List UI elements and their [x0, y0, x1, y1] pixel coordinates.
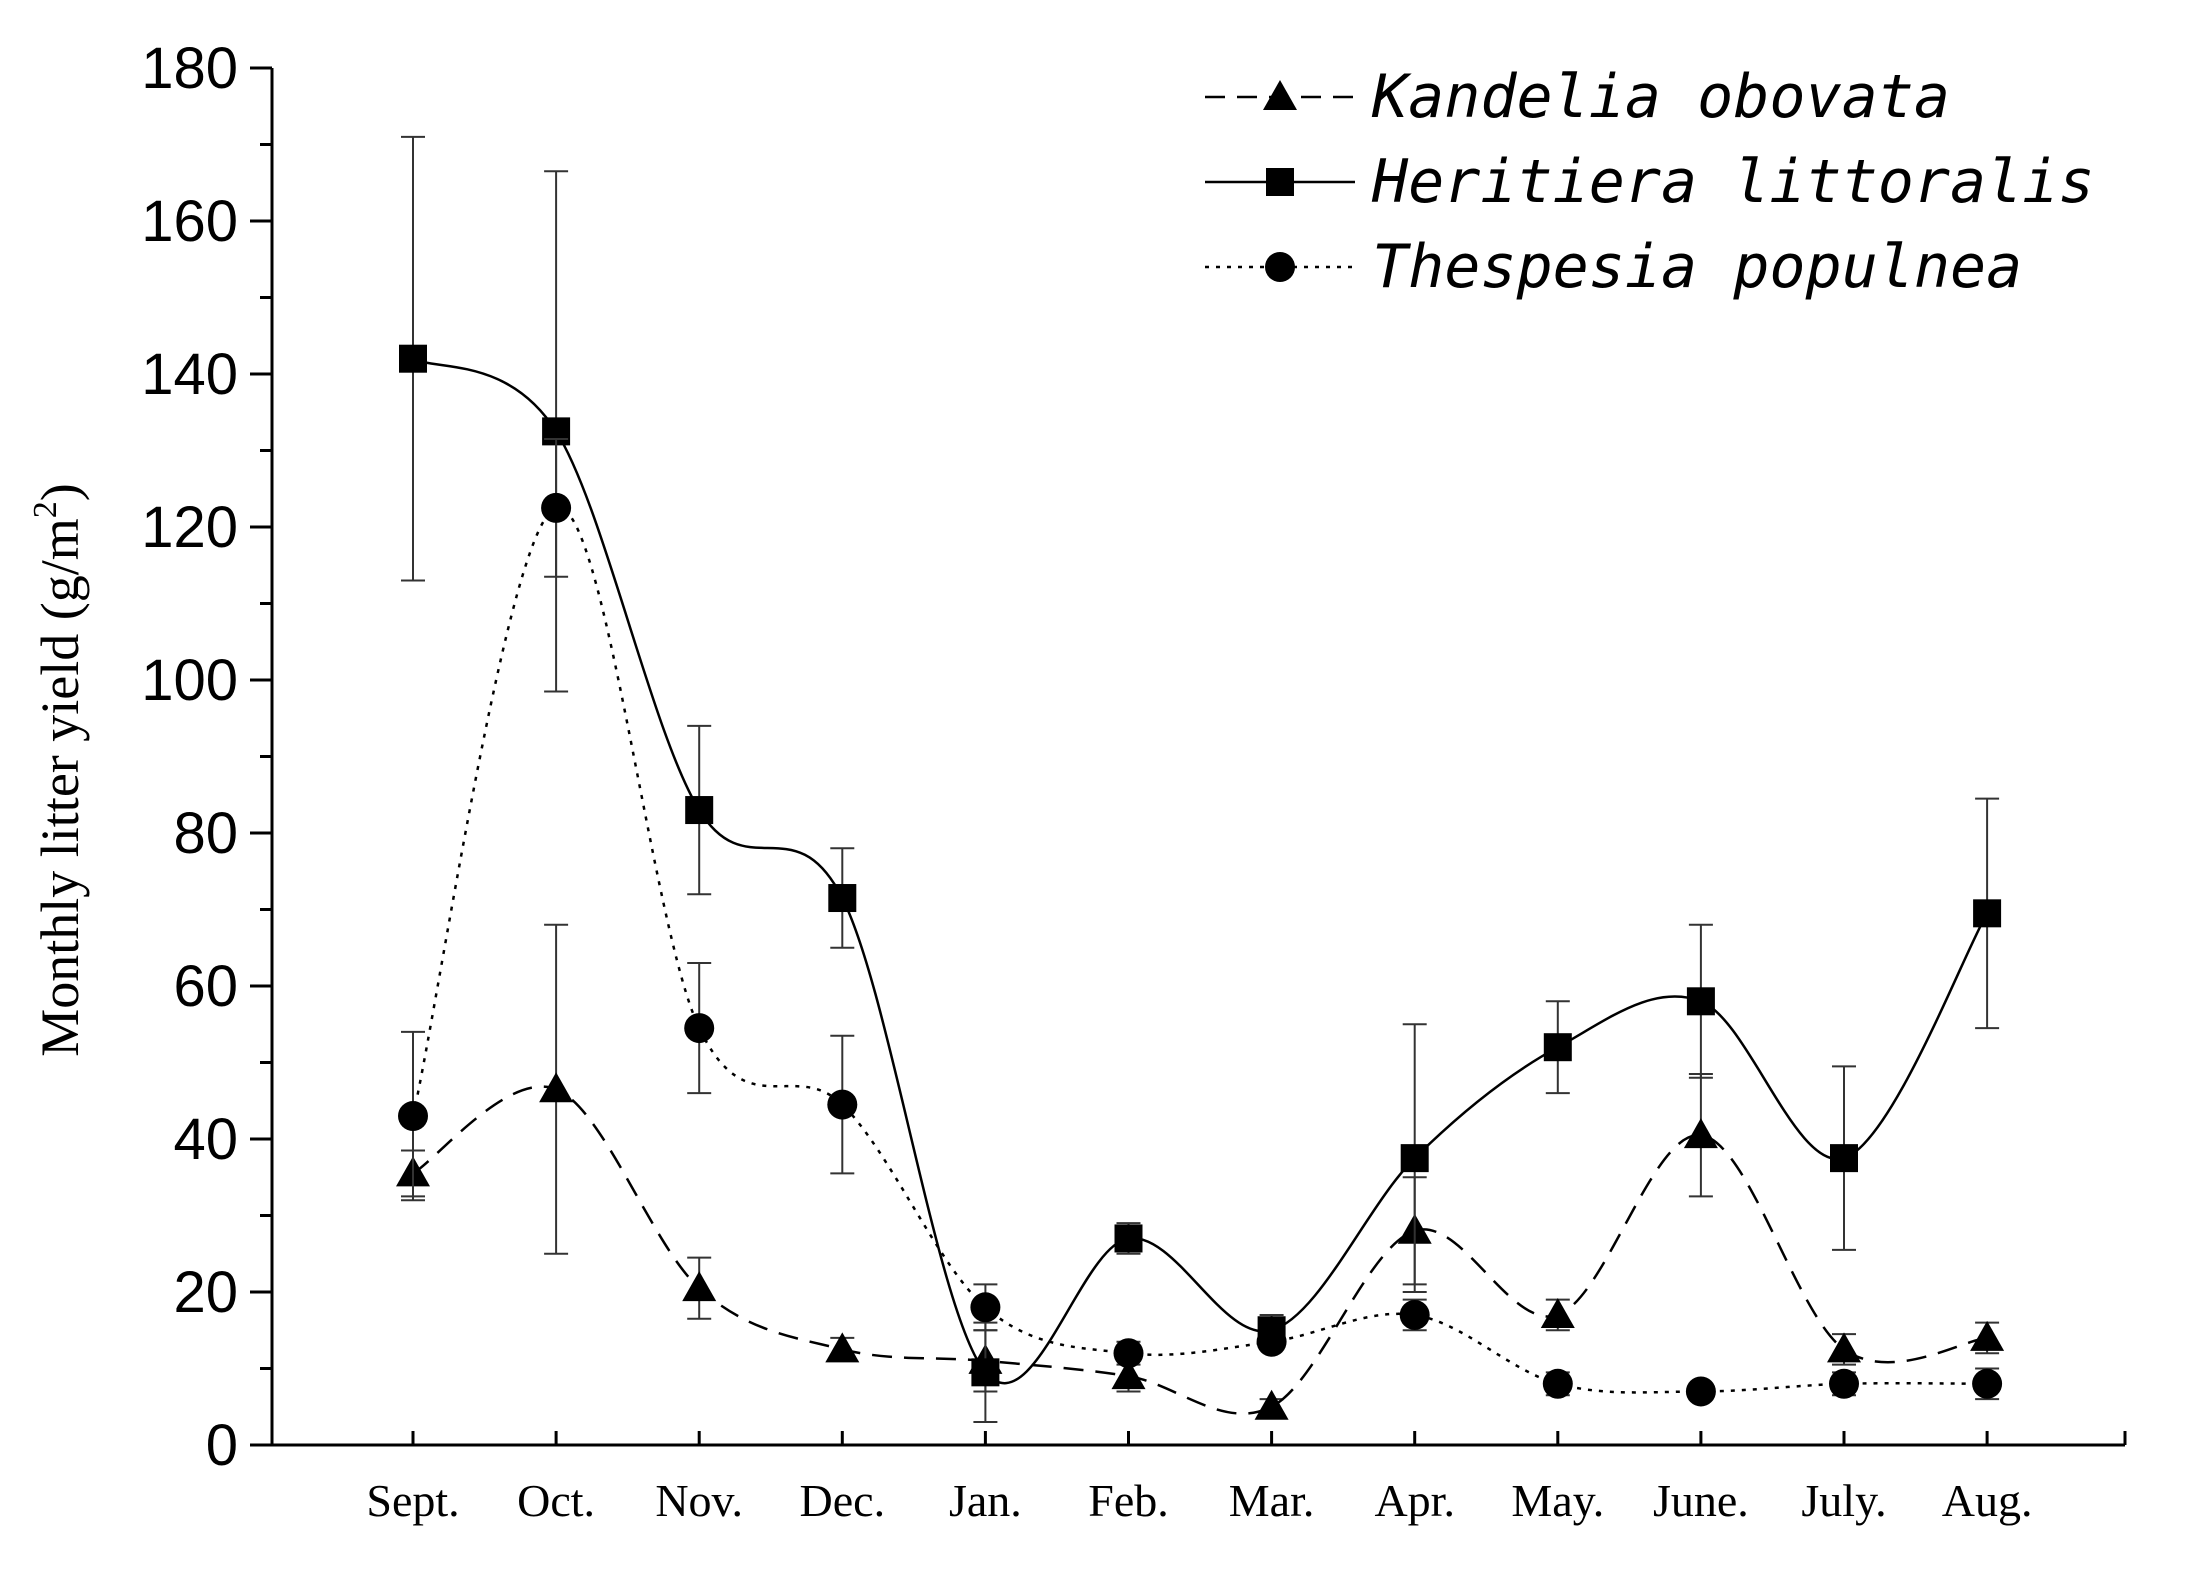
x-tick-label: Jan.: [949, 1475, 1022, 1526]
series-line: [412, 357, 1989, 1385]
legend-marker: [1266, 168, 1294, 196]
data-point-square: [1830, 1144, 1858, 1173]
data-point-circle: [398, 1101, 428, 1132]
data-point-circle: [827, 1089, 858, 1120]
data-point-square: [971, 1358, 1000, 1387]
y-axis-label-text: Monthly litter yield (g/m: [30, 518, 90, 1056]
data-point-triangle: [1254, 1389, 1289, 1420]
x-tick-label: Nov.: [655, 1475, 743, 1526]
data-point-triangle: [539, 1072, 574, 1103]
x-tick-label: Feb.: [1088, 1475, 1169, 1526]
data-point-triangle: [825, 1332, 860, 1363]
x-tick-label: June.: [1653, 1475, 1749, 1526]
x-tick-label: Aug.: [1942, 1475, 2033, 1526]
x-tick-label: May.: [1511, 1475, 1604, 1526]
y-axis-label-close: ): [30, 483, 90, 501]
data-point-triangle: [1683, 1118, 1718, 1149]
series-group: [396, 135, 2005, 1424]
y-tick-label: 120: [141, 495, 238, 560]
data-point-circle: [1972, 1368, 2003, 1399]
x-tick-label: Mar.: [1229, 1475, 1315, 1526]
data-point-circle: [1685, 1376, 1716, 1407]
x-tick-label: July.: [1801, 1475, 1886, 1526]
data-point-triangle: [1111, 1359, 1146, 1390]
y-tick-label: 60: [173, 954, 238, 1019]
legend-label: Kandelia obovata: [1371, 62, 1950, 132]
x-tick-label: Apr.: [1374, 1475, 1455, 1526]
data-point-square: [399, 344, 427, 373]
legend-label: Thespesia populnea: [1372, 232, 2022, 302]
y-tick-label: 40: [173, 1107, 238, 1172]
x-tick-label: Oct.: [517, 1475, 595, 1526]
legend-label: Heritiera littoralis: [1371, 147, 2094, 217]
series-heritiera-littoralis: [399, 135, 2002, 1424]
y-tick-label: 100: [141, 648, 238, 713]
y-tick-label: 180: [141, 36, 238, 101]
legend-marker: [1265, 252, 1295, 282]
legend: Kandelia obovata Heritiera littoralis Thes…: [1205, 62, 2094, 302]
data-point-circle: [1399, 1299, 1430, 1330]
series-thespesia-populnea: [398, 438, 2003, 1407]
series-kandelia-obovata: [396, 923, 2005, 1420]
data-point-square: [685, 796, 714, 825]
y-axis-label: Monthly litter yield (g/m2): [27, 483, 90, 1056]
data-point-circle: [970, 1292, 1001, 1323]
data-point-square: [1543, 1033, 1572, 1062]
y-tick-label: 80: [173, 801, 238, 866]
data-point-square: [828, 884, 857, 913]
data-point-triangle: [1970, 1320, 2005, 1351]
y-axis-label-superscript: 2: [27, 501, 64, 518]
data-point-triangle: [1540, 1297, 1575, 1328]
y-tick-label: 20: [173, 1260, 238, 1325]
data-point-square: [1114, 1224, 1143, 1253]
data-point-triangle: [682, 1271, 717, 1302]
data-point-circle: [541, 492, 572, 523]
data-point-square: [1400, 1144, 1429, 1173]
data-point-circle: [1542, 1368, 1573, 1399]
data-point-square: [1686, 987, 1715, 1016]
series-line: [412, 1085, 1988, 1415]
y-tick-label: 140: [141, 342, 238, 407]
y-tick-label: 160: [141, 189, 238, 254]
data-point-circle: [1256, 1326, 1287, 1357]
x-tick-label: Sept.: [366, 1475, 459, 1526]
data-point-triangle: [1827, 1332, 1861, 1363]
x-tick-label: Dec.: [800, 1475, 886, 1526]
data-point-circle: [1113, 1338, 1144, 1369]
data-point-circle: [684, 1013, 715, 1044]
legend-marker: [1263, 80, 1297, 110]
data-point-circle: [1829, 1368, 1859, 1399]
axes: 0 20 40 60 80 100 120 140 160 180 Sept. Oct. Nov. Dec…: [141, 36, 2127, 1526]
y-tick-label: 0: [206, 1413, 238, 1478]
data-point-square: [1973, 899, 2002, 928]
series-line: [411, 506, 1988, 1394]
y-axis-label-group: Monthly litter yield (g/m2): [27, 483, 90, 1056]
